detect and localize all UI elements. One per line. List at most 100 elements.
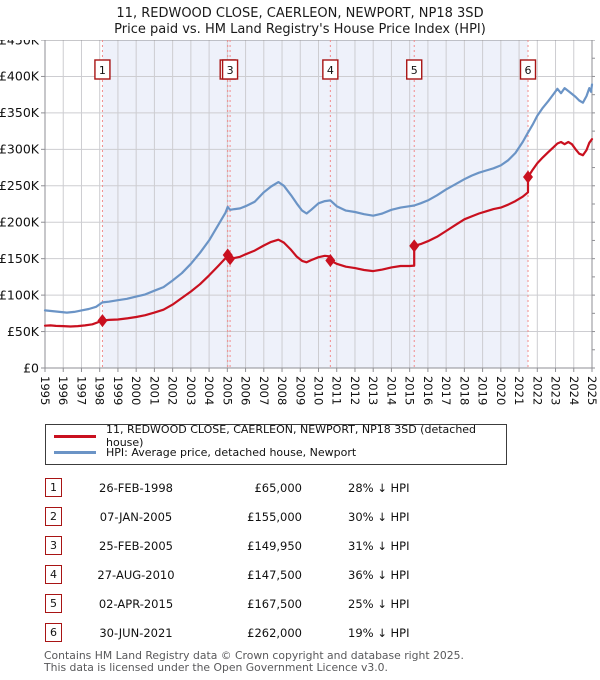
legend-label: HPI: Average price, detached house, Newp… xyxy=(106,445,357,459)
x-axis-year-label: 2002 xyxy=(166,376,180,405)
x-axis-year-label: 2020 xyxy=(494,376,508,405)
x-axis-year-label: 2019 xyxy=(476,376,490,405)
row-date: 02-APR-2015 xyxy=(98,596,174,611)
row-number-badge: 3 xyxy=(45,536,62,555)
row-date: 30-JUN-2021 xyxy=(99,625,173,640)
x-axis-year-label: 2023 xyxy=(549,376,563,405)
row-hpi-delta: 31% ↓ HPI xyxy=(348,538,410,553)
table-row: 4 27-AUG-2010 £147,500 36% ↓ HPI xyxy=(45,560,565,589)
price-chart-svg: 1995 1996 1997 1998 1999 2000 2001 2002 2003 2004… xyxy=(0,40,599,405)
x-axis-year-label: 2005 xyxy=(220,376,234,405)
x-axis-year-label: 2017 xyxy=(439,376,453,405)
x-axis-year-label: 2025 xyxy=(585,376,599,405)
footer-line1: Contains HM Land Registry data © Crown c… xyxy=(44,649,464,662)
sale-diamond-marker xyxy=(97,314,108,328)
y-axis-price-label: £200K xyxy=(0,215,40,230)
x-axis-year-label: 1999 xyxy=(111,376,125,405)
row-number-badge: 6 xyxy=(45,623,62,642)
row-number-badge: 1 xyxy=(45,478,62,497)
footer-line2: This data is licensed under the Open Gov… xyxy=(44,660,388,674)
x-axis-year-label: 1997 xyxy=(74,376,88,405)
legend-label: 11, REDWOOD CLOSE, CAERLEON, NEWPORT, NP… xyxy=(106,423,477,449)
x-axis-year-label: 2001 xyxy=(147,376,161,405)
x-axis-year-label: 2024 xyxy=(567,376,581,405)
row-date: 25-FEB-2005 xyxy=(99,538,173,553)
row-price: £65,000 xyxy=(254,480,302,495)
row-hpi-delta: 19% ↓ HPI xyxy=(348,625,410,640)
sale-marker-box xyxy=(406,59,423,80)
y-axis-price-label: £450K xyxy=(0,40,40,47)
y-axis-price-label: £250K xyxy=(0,178,40,193)
sale-diamond-marker xyxy=(325,253,336,267)
sale-marker-number: 5 xyxy=(411,64,418,77)
legend-row-price-paid: 11, REDWOOD CLOSE, CAERLEON, NEWPORT, NP… xyxy=(46,423,506,449)
transactions-table: 1 26-FEB-1998 £65,000 28% ↓ HPI 2 07-JAN-2005… xyxy=(45,473,565,647)
x-axis-year-label: 1996 xyxy=(56,376,70,405)
table-row: 5 02-APR-2015 £167,500 25% ↓ HPI xyxy=(45,589,565,618)
x-axis-year-label: 1998 xyxy=(93,376,107,405)
sale-diamond-marker xyxy=(225,252,236,266)
x-axis-year-label: 2012 xyxy=(348,376,362,405)
chart-title-line1: 11, REDWOOD CLOSE, CAERLEON, NEWPORT, NP… xyxy=(116,6,484,21)
hpi-line xyxy=(43,83,594,314)
row-price: £167,500 xyxy=(247,596,302,611)
row-number-badge: 4 xyxy=(45,565,62,584)
y-axis-price-label: £300K xyxy=(0,142,40,157)
x-axis-year-label: 2003 xyxy=(184,376,198,405)
row-number-badge: 5 xyxy=(45,594,62,613)
x-axis-year-label: 2016 xyxy=(421,376,435,405)
row-price: £262,000 xyxy=(247,625,302,640)
x-axis-year-label: 2015 xyxy=(403,376,417,405)
sale-marker-number: 4 xyxy=(327,64,334,77)
legend-line-swatch xyxy=(54,434,96,438)
plot-border xyxy=(44,40,593,369)
chart-title-line2: Price paid vs. HM Land Registry's House … xyxy=(114,22,486,37)
price-paid-line xyxy=(43,137,594,328)
y-axis-price-label: £150K xyxy=(0,251,40,266)
sale-marker-box xyxy=(94,59,111,80)
row-date: 27-AUG-2010 xyxy=(97,567,175,582)
x-axis-year-label: 2010 xyxy=(312,376,326,405)
y-axis-price-label: £50K xyxy=(7,324,40,339)
sale-diamond-marker xyxy=(409,239,420,253)
x-axis-year-label: 2009 xyxy=(293,376,307,405)
sale-marker-number: 6 xyxy=(525,64,532,77)
row-price: £147,500 xyxy=(247,567,302,582)
x-axis-year-label: 2004 xyxy=(202,376,216,405)
x-axis-year-label: 2006 xyxy=(239,376,253,405)
x-axis-year-label: 2013 xyxy=(366,376,380,405)
row-hpi-delta: 25% ↓ HPI xyxy=(348,596,410,611)
row-date: 07-JAN-2005 xyxy=(99,509,173,524)
legend-row-hpi: HPI: Average price, detached house, Newp… xyxy=(46,444,506,460)
x-axis-year-label: 2011 xyxy=(330,376,344,405)
x-axis-year-label: 2022 xyxy=(530,376,544,405)
table-row: 6 30-JUN-2021 £262,000 19% ↓ HPI xyxy=(45,618,565,647)
y-axis-price-label: £100K xyxy=(0,287,40,302)
sale-marker-number: 1 xyxy=(99,64,106,77)
chart-title: 11, REDWOOD CLOSE, CAERLEON, NEWPORT, NP… xyxy=(0,6,600,38)
row-date: 26-FEB-1998 xyxy=(99,480,173,495)
row-price: £149,950 xyxy=(247,538,302,553)
row-hpi-delta: 36% ↓ HPI xyxy=(348,567,410,582)
row-hpi-delta: 30% ↓ HPI xyxy=(348,509,410,524)
x-axis-year-label: 2018 xyxy=(457,376,471,405)
x-axis-year-label: 2000 xyxy=(129,376,143,405)
sale-marker-number: 3 xyxy=(227,64,234,77)
row-number-badge: 2 xyxy=(45,507,62,526)
legend: 11, REDWOOD CLOSE, CAERLEON, NEWPORT, NP… xyxy=(45,423,507,465)
footer: Contains HM Land Registry data © Crown c… xyxy=(44,650,464,673)
x-axis-year-label: 2008 xyxy=(275,376,289,405)
table-row: 3 25-FEB-2005 £149,950 31% ↓ HPI xyxy=(45,531,565,560)
x-axis-year-label: 1995 xyxy=(38,376,52,405)
sale-marker-box xyxy=(221,59,239,80)
sale-marker-box xyxy=(519,59,537,80)
sale-marker-box xyxy=(322,59,339,80)
y-axis-price-label: £400K xyxy=(0,69,40,84)
y-axis-price-label: £0 xyxy=(23,360,39,375)
row-hpi-delta: 28% ↓ HPI xyxy=(348,480,410,495)
legend-line-swatch xyxy=(54,450,96,454)
table-row: 1 26-FEB-1998 £65,000 28% ↓ HPI xyxy=(45,473,565,502)
x-axis-year-label: 2007 xyxy=(257,376,271,405)
row-price: £155,000 xyxy=(247,509,302,524)
